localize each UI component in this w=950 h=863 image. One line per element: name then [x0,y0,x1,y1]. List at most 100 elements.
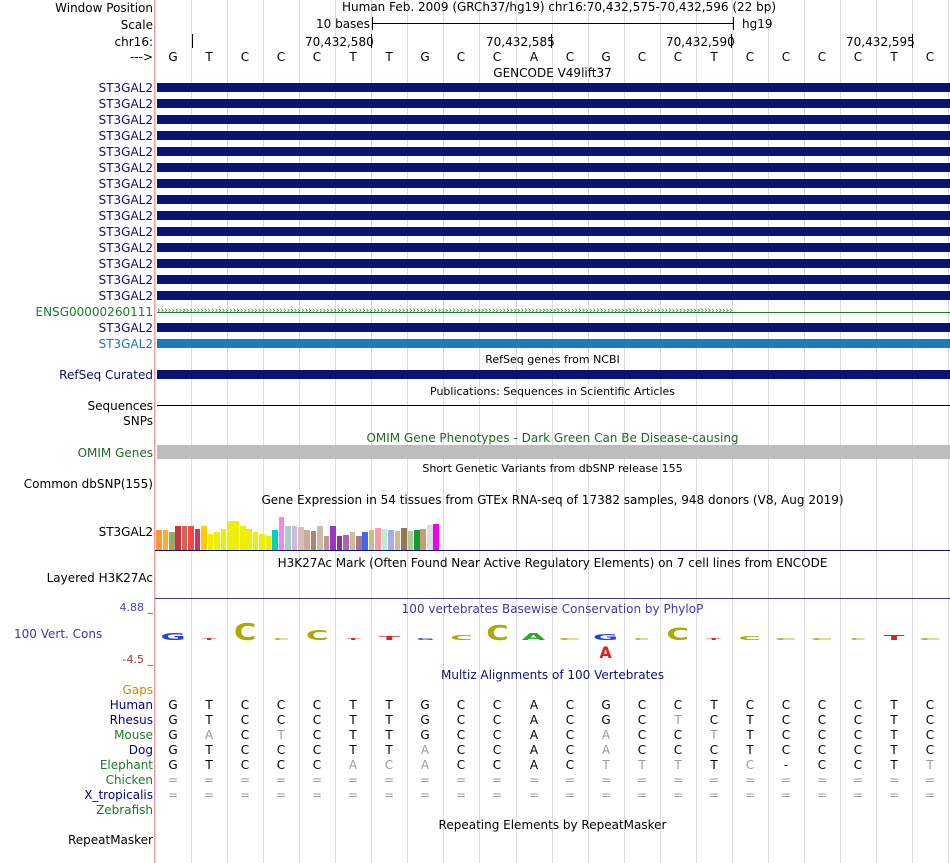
gencode-gene-bar[interactable] [157,163,950,172]
gtex-label[interactable]: ST3GAL2 [98,525,153,539]
refseq-label[interactable]: RefSeq Curated [59,368,153,382]
multiz-species-label[interactable]: Human [109,698,153,712]
gencode-gene-bar[interactable] [157,195,950,204]
gencode-track-label[interactable]: ST3GAL2 [98,257,153,271]
gtex-title[interactable]: Gene Expression in 54 tissues from GTEx … [261,493,844,507]
multiz-species-label[interactable]: X_tropicalis [84,788,153,802]
omim-label[interactable]: OMIM Genes [77,446,153,460]
ensg-intron-line[interactable] [157,312,950,314]
refseq-title[interactable]: RefSeq genes from NCBI [485,353,620,366]
gencode-title[interactable]: GENCODE V49lift37 [493,66,612,80]
refseq-gene-bar[interactable] [157,370,950,379]
gencode-gene-bar[interactable] [157,227,950,236]
gtex-tissue-bar[interactable] [227,521,233,550]
gencode-track-label[interactable]: ST3GAL2 [98,177,153,191]
gtex-tissue-bar[interactable] [375,528,381,550]
gencode-track-label[interactable]: ST3GAL2 [98,289,153,303]
multiz-title[interactable]: Multiz Alignments of 100 Vertebrates [440,668,665,682]
gtex-tissue-bar[interactable] [323,536,330,550]
gtex-tissue-bar[interactable] [272,530,278,550]
gencode-track-label[interactable]: ST3GAL2 [98,161,153,175]
gtex-tissue-bar[interactable] [220,529,227,550]
pubs-sequences-label[interactable]: Sequences [87,399,153,413]
pubs-snps-label[interactable]: SNPs [123,414,153,428]
gencode-track-label[interactable]: ST3GAL2 [98,193,153,207]
gtex-tissue-bar[interactable] [239,526,246,550]
gtex-tissue-bar[interactable] [317,526,323,550]
phylop-title[interactable]: 100 vertebrates Basewise Conservation by… [401,602,704,616]
gtex-tissue-bar[interactable] [207,534,214,550]
gtex-tissue-bar[interactable] [297,527,304,550]
gencode-track-label[interactable]: ST3GAL2 [98,81,153,95]
multiz-species-label[interactable]: Chicken [105,773,153,787]
gencode-gene-bar[interactable] [157,275,950,284]
gtex-tissue-bar[interactable] [420,529,427,550]
dbsnp-label[interactable]: Common dbSNP(155) [23,477,153,491]
gencode-track-label[interactable]: ENSG00000260111 [35,305,153,319]
gencode-gene-bar[interactable] [157,83,950,92]
gencode-gene-bar[interactable] [157,339,950,348]
gtex-tissue-bar[interactable] [343,535,349,550]
gtex-tissue-bar[interactable] [433,524,440,550]
omim-gene-bar[interactable] [157,445,950,459]
repeatmasker-title[interactable]: Repeating Elements by RepeatMasker [438,818,667,832]
gtex-bar-chart[interactable] [155,508,535,550]
gencode-gene-bar[interactable] [157,211,950,220]
gtex-tissue-bar[interactable] [246,529,252,550]
gtex-tissue-bar[interactable] [181,526,188,550]
pubs-title[interactable]: Publications: Sequences in Scientific Ar… [430,385,675,398]
gtex-tissue-bar[interactable] [252,532,259,550]
gtex-tissue-bar[interactable] [310,531,317,550]
gencode-gene-bar[interactable] [157,323,950,332]
h3k27ac-label[interactable]: Layered H3K27Ac [46,571,153,585]
gencode-gene-bar[interactable] [157,115,950,124]
gencode-track-label[interactable]: ST3GAL2 [98,337,153,351]
gencode-gene-bar[interactable] [157,259,950,268]
h3k27ac-title[interactable]: H3K27Ac Mark (Often Found Near Active Re… [277,556,828,570]
gencode-gene-bar[interactable] [157,291,950,300]
gtex-tissue-bar[interactable] [349,532,356,550]
gencode-gene-bar[interactable] [157,99,950,108]
phylop-label[interactable]: 100 Vert. Cons [14,627,103,641]
gtex-tissue-bar[interactable] [368,530,375,550]
gencode-track-label[interactable]: ST3GAL2 [98,97,153,111]
gencode-track-label[interactable]: ST3GAL2 [98,273,153,287]
gencode-gene-bar[interactable] [157,147,950,156]
gtex-tissue-bar[interactable] [330,526,336,550]
gtex-tissue-bar[interactable] [168,532,175,550]
repeatmasker-label[interactable]: RepeatMasker [67,833,153,847]
gencode-gene-bar[interactable] [157,131,950,140]
gtex-tissue-bar[interactable] [407,531,414,550]
gencode-track-label[interactable]: ST3GAL2 [98,209,153,223]
gtex-tissue-bar[interactable] [388,530,394,550]
gencode-track-label[interactable]: ST3GAL2 [98,241,153,255]
gtex-tissue-bar[interactable] [214,532,220,550]
phylop-conservation-plot[interactable]: G T C C C T T G C C A C G C C T C C C C T C A [155,620,950,666]
gtex-tissue-bar[interactable] [336,536,343,550]
gtex-tissue-bar[interactable] [356,536,362,550]
multiz-species-label[interactable]: Elephant [99,758,153,772]
gencode-gene-bar[interactable] [157,179,950,188]
dbsnp-title[interactable]: Short Genetic Variants from dbSNP releas… [422,462,683,475]
gtex-tissue-bar[interactable] [156,530,162,550]
gtex-tissue-bar[interactable] [381,529,388,550]
label-divider[interactable] [154,0,155,863]
gtex-tissue-bar[interactable] [259,534,265,550]
gtex-tissue-bar[interactable] [362,532,369,550]
omim-title[interactable]: OMIM Gene Phenotypes - Dark Green Can Be… [366,431,739,445]
gtex-tissue-bar[interactable] [426,525,433,550]
multiz-species-label[interactable]: Zebrafish [96,803,153,817]
pubs-sequence-line[interactable] [157,405,950,406]
gtex-tissue-bar[interactable] [278,517,285,550]
gtex-tissue-bar[interactable] [175,526,182,550]
multiz-species-label[interactable]: Mouse [114,728,153,742]
gtex-tissue-bar[interactable] [265,536,272,550]
gencode-track-label[interactable]: ST3GAL2 [98,113,153,127]
gtex-tissue-bar[interactable] [291,526,298,550]
gtex-tissue-bar[interactable] [194,529,201,550]
multiz-species-label[interactable]: Dog [128,743,153,757]
gencode-track-label[interactable]: ST3GAL2 [98,145,153,159]
gencode-track-label[interactable]: ST3GAL2 [98,321,153,335]
assembly-position-text[interactable]: Human Feb. 2009 (GRCh37/hg19) chr16:70,4… [342,0,777,14]
gencode-gene-bar[interactable] [157,243,950,252]
